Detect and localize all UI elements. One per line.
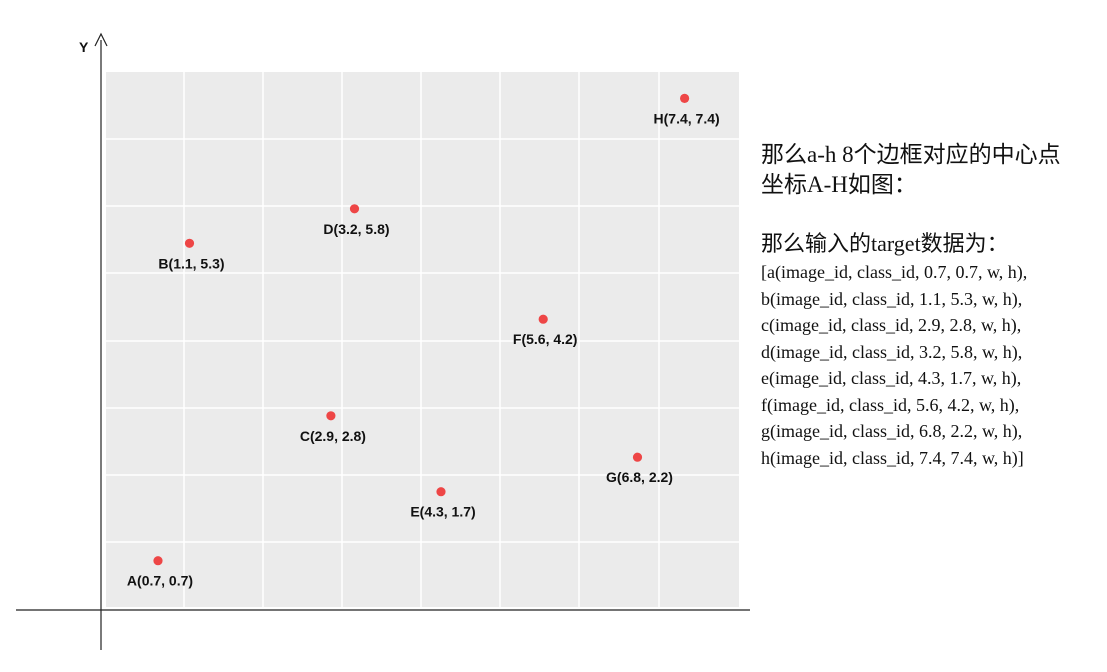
data-point-b [184,238,195,248]
data-label-b: B(1.1, 5.3) [158,255,224,271]
data-point-f [538,314,548,324]
data-points: A(0.7, 0.7) B(1.1, 5.3) C(2.9, 2.8) D(3.2, … [127,93,720,589]
data-label-d: D(3.2, 5.8) [323,221,389,237]
description-line-2: 坐标A-H如图： [761,172,917,197]
data-label-f: F(5.6, 4.2) [513,331,578,347]
y-axis-label: Y [79,39,89,55]
target-line-e: e(image_id, class_id, 4.3, 1.7, w, h), [761,368,1022,388]
data-point-e [436,487,446,497]
x-axis: X [16,609,750,611]
grid-lines [106,72,739,607]
target-line-b: b(image_id, class_id, 1.1, 5.3, w, h), [761,288,1023,309]
data-point-g [632,452,643,462]
target-line-h: h(image_id, class_id, 7.4, 7.4, w, h)] [761,447,1024,468]
data-label-e: E(4.3, 1.7) [410,504,475,520]
target-line-f: f(image_id, class_id, 5.6, 4.2, w, h), [761,394,1020,415]
spacer [761,200,1101,229]
y-axis: Y [79,32,108,650]
description-panel: 那么a-h 8个边框对应的中心点 坐标A-H如图： 那么输入的target数据为… [761,140,1101,471]
plot-background [106,72,739,607]
target-line-g: g(image_id, class_id, 6.8, 2.2, w, h), [761,421,1023,441]
target-line-a: [a(image_id, class_id, 0.7, 0.7, w, h), [761,262,1028,282]
data-label-h: H(7.4, 7.4) [654,110,720,126]
target-line-c: c(image_id, class_id, 2.9, 2.8, w, h), [761,315,1022,335]
target-line-d: d(image_id, class_id, 3.2, 5.8, w, h), [761,341,1023,362]
data-point-d [349,204,360,214]
data-point-a [153,556,163,566]
data-point-h [680,93,690,103]
description-line-1: 那么a-h 8个边框对应的中心点 [761,142,1061,167]
data-label-a: A(0.7, 0.7) [127,573,193,589]
data-point-c [326,411,336,421]
target-heading: 那么输入的target数据为： [761,231,1009,256]
scatter-chart: X Y A(0.7, 0.7) B(1.1, 5.3) C(2.9, 2.8) D(3… [16,32,750,650]
data-label-g: G(6.8, 2.2) [606,469,673,485]
data-label-c: C(2.9, 2.8) [300,428,366,444]
